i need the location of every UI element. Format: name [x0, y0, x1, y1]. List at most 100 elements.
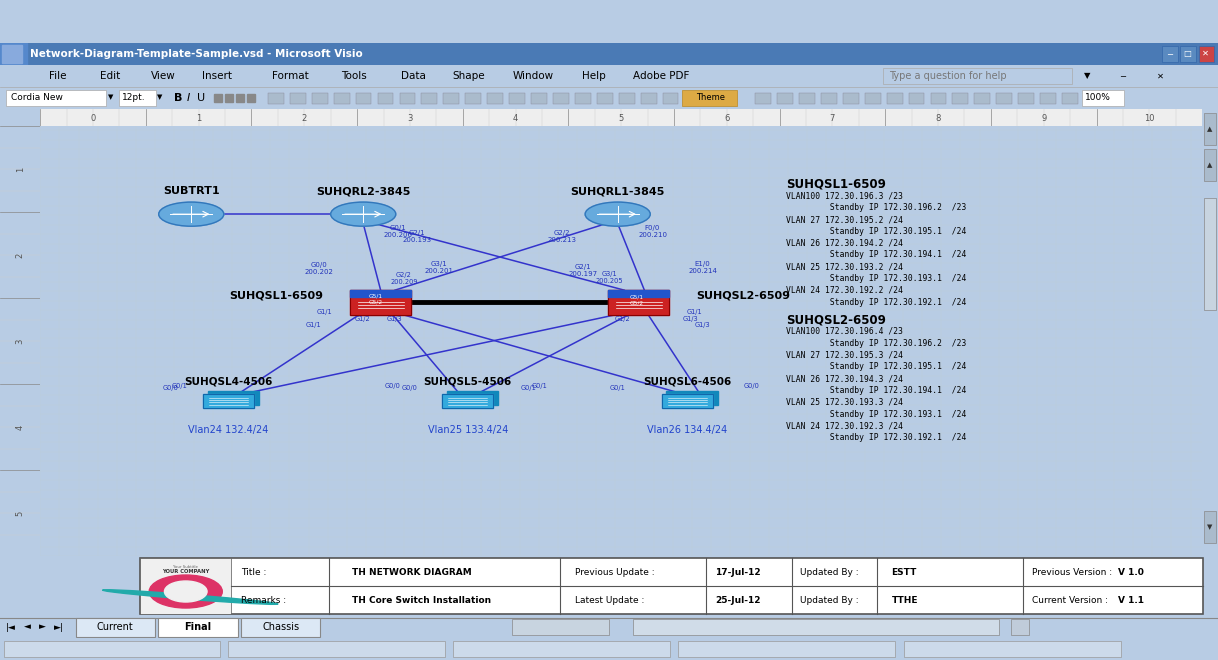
Bar [1203, 199, 1217, 310]
Bar [247, 94, 255, 102]
Bar [443, 92, 459, 104]
Bar [140, 558, 231, 614]
Text: Standby IP 172.30.195.1  /24: Standby IP 172.30.195.1 /24 [786, 227, 967, 236]
Text: VLAN 24 172.30.192.2 /24: VLAN 24 172.30.192.2 /24 [786, 286, 904, 295]
Text: 12pt.: 12pt. [122, 93, 145, 102]
Text: Standby IP 172.30.193.1  /24: Standby IP 172.30.193.1 /24 [786, 274, 967, 283]
Bar [931, 92, 946, 104]
Text: G0/1: G0/1 [172, 383, 188, 389]
Bar [351, 290, 410, 315]
Text: G0/0: G0/0 [385, 383, 401, 389]
Bar [158, 618, 238, 637]
Bar [909, 92, 924, 104]
Text: ▼: ▼ [1084, 71, 1090, 81]
Text: ✕: ✕ [1157, 71, 1164, 81]
Text: ►: ► [39, 622, 46, 632]
Bar [996, 92, 1012, 104]
Circle shape [331, 202, 396, 226]
Text: ►|: ►| [54, 622, 63, 632]
Text: 4: 4 [513, 114, 518, 123]
Text: G5/1
G5/2: G5/1 G5/2 [630, 295, 643, 306]
Text: SUHQSL5-4506: SUHQSL5-4506 [424, 376, 512, 386]
Bar [509, 92, 525, 104]
Text: V 1.1: V 1.1 [1118, 596, 1144, 605]
Bar [865, 92, 881, 104]
Bar [1062, 92, 1078, 104]
Text: YOUR COMPANY: YOUR COMPANY [162, 569, 209, 574]
Text: V 1.0: V 1.0 [1118, 568, 1144, 578]
Bar [755, 92, 771, 104]
Text: G0/1
200.206: G0/1 200.206 [384, 225, 413, 238]
Text: TH NETWORK DIAGRAM: TH NETWORK DIAGRAM [352, 568, 471, 578]
Text: Chassis: Chassis [262, 622, 300, 632]
Text: Insert: Insert [202, 71, 233, 81]
Text: ▲: ▲ [1207, 162, 1213, 168]
Bar [119, 90, 156, 106]
Text: 9: 9 [1041, 114, 1046, 123]
Bar [241, 618, 320, 637]
Text: VLAN 26 172.30.194.3 /24: VLAN 26 172.30.194.3 /24 [786, 374, 904, 383]
Bar [641, 92, 657, 104]
Text: 5: 5 [619, 114, 624, 123]
Bar [952, 92, 968, 104]
Bar [682, 90, 737, 106]
Text: 10: 10 [1144, 114, 1155, 123]
Text: Format: Format [272, 71, 308, 81]
Text: F0/0
200.210: F0/0 200.210 [638, 225, 667, 238]
Bar [268, 92, 284, 104]
Text: Current Version :: Current Version : [1032, 596, 1107, 605]
Text: ▼: ▼ [157, 94, 162, 100]
Bar [378, 92, 393, 104]
Text: G3/1
200.201: G3/1 200.201 [424, 261, 453, 275]
Text: VLAN 26 172.30.194.2 /24: VLAN 26 172.30.194.2 /24 [786, 239, 904, 248]
Text: Standby IP 172.30.196.2  /23: Standby IP 172.30.196.2 /23 [786, 203, 967, 212]
Text: VLAN 27 172.30.195.2 /24: VLAN 27 172.30.195.2 /24 [786, 215, 904, 224]
Circle shape [585, 202, 650, 226]
Text: 2: 2 [16, 252, 24, 257]
Ellipse shape [150, 575, 222, 608]
Bar [609, 290, 669, 297]
Bar [76, 618, 155, 637]
Text: G1/1: G1/1 [687, 309, 703, 315]
Text: 2: 2 [302, 114, 307, 123]
Text: Vlan25 133.4/24: Vlan25 133.4/24 [428, 425, 508, 435]
Bar [777, 92, 793, 104]
Bar [465, 92, 481, 104]
Text: B: B [174, 92, 183, 102]
Bar [1203, 512, 1217, 543]
Text: G3/1
200.205: G3/1 200.205 [596, 271, 624, 284]
Text: G2/1
200.193: G2/1 200.193 [402, 230, 431, 243]
Text: Network-Diagram-Template-Sample.vsd - Microsoft Visio: Network-Diagram-Template-Sample.vsd - Mi… [30, 49, 363, 59]
Text: G0/0: G0/0 [743, 383, 759, 389]
Bar [1180, 46, 1196, 62]
Text: G0/1: G0/1 [610, 385, 626, 391]
Text: 5: 5 [16, 510, 24, 515]
Text: Your Subtitle: Your Subtitle [173, 565, 199, 569]
Text: G2/2
200.213: G2/2 200.213 [547, 230, 576, 243]
Text: Updated By :: Updated By : [800, 568, 859, 578]
Bar [661, 394, 713, 409]
Bar [400, 92, 415, 104]
Text: TH Core Switch Installation: TH Core Switch Installation [352, 596, 491, 605]
Ellipse shape [102, 590, 278, 605]
Text: Final: Final [184, 622, 212, 632]
Text: TTHE: TTHE [892, 596, 918, 605]
Text: Title :: Title : [241, 568, 267, 578]
Text: Vlan24 132.4/24: Vlan24 132.4/24 [189, 425, 269, 435]
Text: SUHQSL4-4506: SUHQSL4-4506 [184, 376, 273, 386]
Text: Cordia New: Cordia New [11, 93, 63, 102]
Text: Tools: Tools [341, 71, 367, 81]
Text: G2/1
200.197: G2/1 200.197 [569, 263, 597, 277]
Text: 1: 1 [16, 166, 24, 172]
Text: ▼: ▼ [1207, 524, 1213, 530]
Text: Data: Data [401, 71, 426, 81]
Text: Previous Update :: Previous Update : [575, 568, 654, 578]
Text: Edit: Edit [100, 71, 121, 81]
Text: G1/1: G1/1 [317, 309, 333, 315]
Text: G1/3: G1/3 [387, 315, 402, 321]
Text: SUHQRL1-3845: SUHQRL1-3845 [570, 186, 665, 196]
Text: Standby IP 172.30.192.1  /24: Standby IP 172.30.192.1 /24 [786, 433, 967, 442]
Text: Current: Current [96, 622, 134, 632]
Text: G1/3: G1/3 [683, 315, 699, 321]
Bar [1011, 618, 1029, 636]
